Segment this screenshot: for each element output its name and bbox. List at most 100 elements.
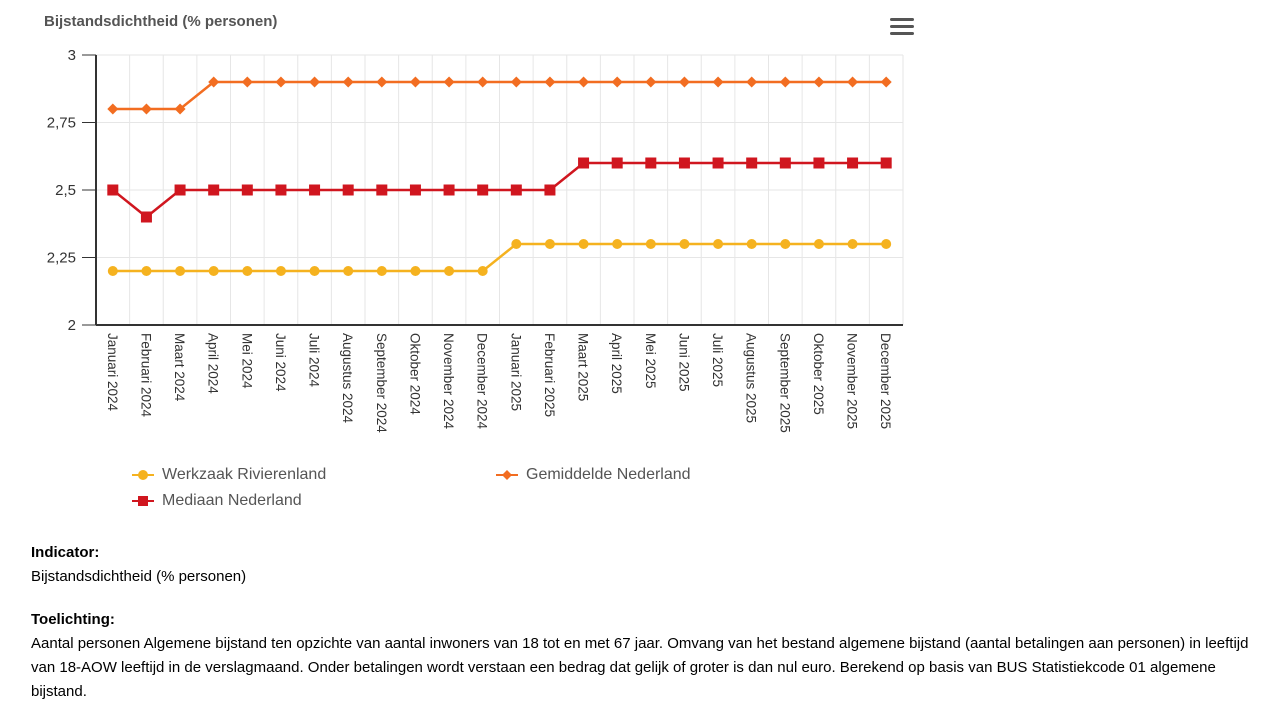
data-point (275, 266, 286, 276)
data-point (813, 76, 825, 88)
data-point (611, 157, 623, 169)
x-tick-label: Oktober 2025 (811, 333, 826, 415)
data-point (241, 184, 253, 196)
data-point (645, 239, 656, 249)
y-tick-label: 2 (68, 317, 76, 334)
data-point (309, 76, 321, 88)
y-tick-label: 3 (68, 47, 76, 64)
x-tick-label: Augustus 2024 (340, 333, 355, 424)
data-point (376, 266, 387, 276)
data-point (174, 103, 186, 115)
y-tick-label: 2,75 (47, 115, 76, 132)
data-point (141, 266, 152, 276)
data-point (881, 239, 892, 249)
data-point (880, 157, 892, 169)
legend-item-werkzaak[interactable]: Werkzaak Rivierenland (132, 466, 326, 484)
x-tick-label: April 2024 (206, 333, 221, 394)
legend-item-mediaan[interactable]: Mediaan Nederland (132, 492, 302, 510)
data-point (678, 157, 690, 169)
x-tick-label: Oktober 2024 (407, 333, 422, 415)
data-point (175, 266, 186, 276)
data-point (847, 76, 859, 88)
data-point (779, 157, 791, 169)
legend-label: Werkzaak Rivierenland (162, 466, 327, 483)
x-tick-label: Mei 2024 (239, 333, 254, 389)
data-point (376, 184, 388, 196)
legend-label: Mediaan Nederland (162, 492, 302, 509)
data-point (241, 76, 253, 88)
series-line (112, 161, 887, 219)
data-point (309, 184, 321, 196)
data-point (578, 157, 590, 169)
data-point (578, 76, 590, 88)
data-point (477, 266, 488, 276)
data-point (611, 76, 623, 88)
x-tick-label: Augustus 2025 (744, 333, 759, 423)
data-point (107, 184, 119, 196)
toelichting-text: Aantal personen Algemene bijstand ten op… (31, 635, 1249, 700)
data-point (780, 239, 791, 249)
data-point (679, 239, 690, 249)
x-tick-label: September 2025 (777, 333, 792, 433)
data-point (410, 266, 421, 276)
square-marker-icon (132, 496, 154, 506)
data-point (645, 76, 657, 88)
data-point (107, 103, 119, 115)
series-line (112, 80, 887, 111)
data-point (713, 239, 724, 249)
data-point (779, 76, 791, 88)
data-point (342, 76, 354, 88)
data-point (342, 184, 354, 196)
x-tick-label: Maart 2024 (172, 333, 187, 402)
chart-title: Bijstandsdichtheid (% personen) (44, 13, 278, 30)
toelichting-section: Toelichting: Aantal personen Algemene bi… (31, 608, 1256, 704)
hamburger-menu-icon[interactable] (890, 18, 914, 38)
x-tick-label: Mei 2025 (643, 333, 658, 389)
data-point (813, 157, 825, 169)
data-point (409, 76, 421, 88)
data-point (746, 157, 758, 169)
data-point (477, 76, 489, 88)
data-point (443, 76, 455, 88)
circle-marker-icon (132, 470, 154, 480)
x-tick-label: Juli 2025 (710, 333, 725, 387)
data-point (578, 239, 589, 249)
toelichting-label: Toelichting: (31, 611, 115, 628)
data-point (847, 157, 859, 169)
data-point (645, 157, 657, 169)
data-point (477, 184, 489, 196)
x-tick-label: April 2025 (609, 333, 624, 394)
data-point (343, 266, 354, 276)
data-point (376, 76, 388, 88)
data-point (174, 184, 186, 196)
series-line (112, 242, 887, 273)
data-point (544, 76, 556, 88)
data-point (712, 76, 724, 88)
data-point (409, 184, 421, 196)
data-point (140, 211, 152, 223)
x-tick-label: November 2025 (845, 333, 860, 429)
x-tick-label: Januari 2024 (105, 333, 120, 412)
x-tick-label: Juni 2025 (676, 333, 691, 392)
x-tick-label: December 2024 (475, 333, 490, 430)
data-point (880, 76, 892, 88)
x-tick-label: Juni 2024 (273, 333, 288, 392)
data-point (309, 266, 320, 276)
x-tick-label: November 2024 (441, 333, 456, 430)
y-tick-label: 2,25 (47, 250, 76, 267)
data-point (544, 184, 556, 196)
data-point (510, 76, 522, 88)
data-point (847, 239, 858, 249)
data-point (208, 184, 220, 196)
y-tick-label: 2,5 (55, 182, 76, 199)
data-point (510, 184, 522, 196)
legend-item-gemiddelde[interactable]: Gemiddelde Nederland (496, 466, 691, 484)
data-point (208, 266, 219, 276)
data-point (612, 239, 623, 249)
data-point (275, 184, 287, 196)
data-point (140, 103, 152, 115)
x-tick-label: Maart 2025 (576, 333, 591, 401)
diamond-marker-icon (496, 470, 518, 480)
indicator-value: Bijstandsdichtheid (% personen) (31, 568, 247, 585)
x-tick-label: Januari 2025 (508, 333, 523, 411)
